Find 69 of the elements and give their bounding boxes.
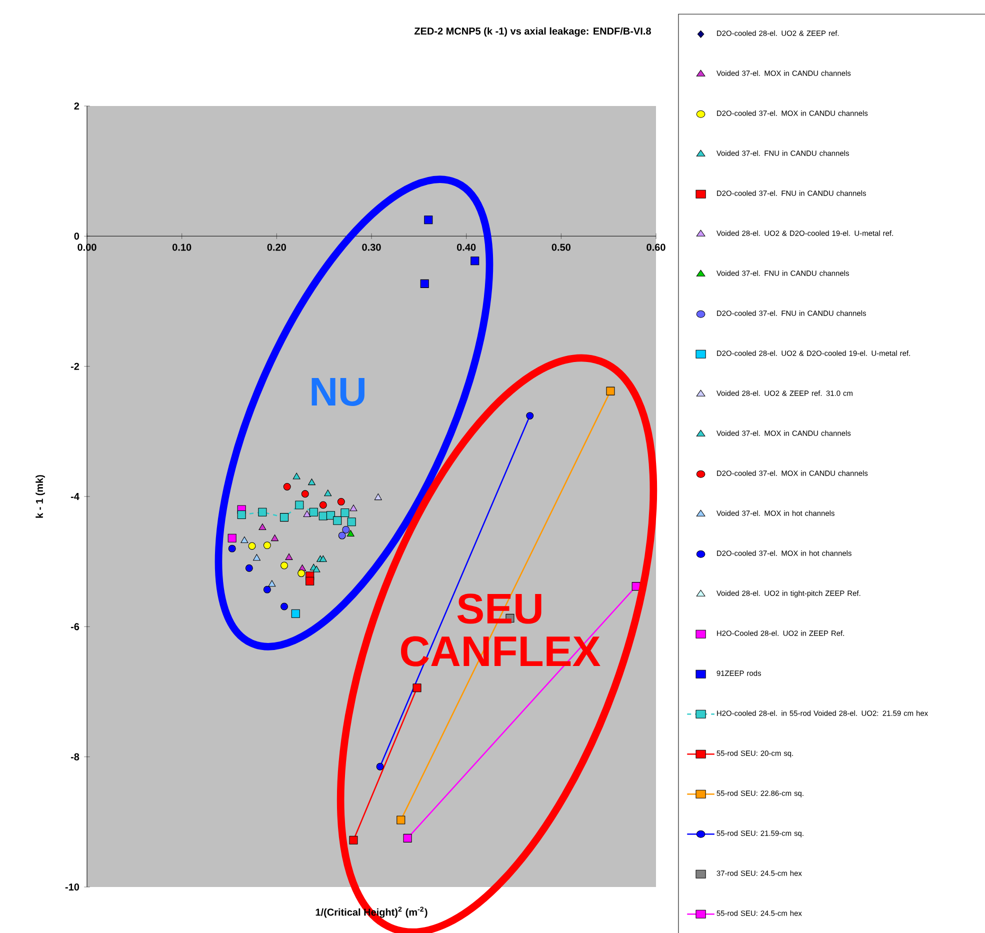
point	[396, 816, 406, 824]
point	[420, 279, 429, 288]
point	[333, 516, 342, 525]
point	[298, 570, 306, 578]
x-tick-label: 0.50	[552, 244, 570, 251]
annotation: NU	[312, 378, 364, 406]
y-tick-label: 0	[74, 232, 80, 240]
point	[240, 536, 248, 544]
y-tick-label: -8	[70, 753, 80, 760]
point	[308, 478, 316, 486]
x-tick-label: 0.10	[172, 244, 192, 251]
x-tick-label: 0.40	[457, 244, 476, 251]
point	[347, 518, 356, 526]
point	[412, 684, 422, 692]
point	[403, 834, 412, 842]
point	[245, 564, 253, 572]
point	[337, 498, 345, 506]
point	[271, 534, 279, 542]
point	[326, 511, 335, 520]
point	[295, 500, 304, 510]
point	[424, 216, 433, 224]
point	[376, 762, 384, 770]
x-tick-label: 0.20	[267, 244, 286, 251]
y-tick-label: 2	[74, 102, 80, 110]
point	[258, 523, 266, 530]
point	[324, 490, 332, 496]
point	[319, 555, 327, 562]
point	[350, 504, 358, 512]
y-axis-title: k - 1 (mk)	[36, 475, 45, 518]
point	[280, 602, 288, 610]
point	[263, 586, 271, 594]
point	[349, 836, 358, 844]
point	[340, 508, 350, 518]
point	[309, 508, 318, 516]
point	[338, 532, 346, 540]
point	[253, 554, 260, 561]
point	[306, 576, 314, 586]
point	[292, 472, 300, 480]
y-tick-label: -2	[70, 362, 80, 370]
point	[470, 256, 480, 266]
y-tick-label: -10	[65, 883, 80, 891]
x-tick-label: 0.00	[78, 244, 96, 251]
point	[606, 386, 615, 396]
point	[303, 510, 311, 517]
point	[283, 483, 291, 490]
x-tick-label: 0.60	[646, 244, 666, 251]
y-tick-label: -4	[70, 493, 80, 500]
point	[228, 544, 236, 552]
point	[280, 562, 288, 570]
point	[301, 490, 309, 498]
point	[342, 526, 350, 534]
x-tick-label: 0.30	[362, 244, 381, 251]
point	[263, 542, 271, 550]
y-tick-label: -6	[70, 623, 80, 630]
point	[526, 412, 534, 420]
point	[248, 542, 256, 550]
point	[319, 501, 327, 509]
point	[268, 580, 276, 587]
point	[237, 510, 246, 519]
point	[374, 494, 382, 500]
point	[346, 530, 354, 537]
point	[258, 508, 267, 516]
point	[312, 566, 320, 572]
point	[228, 534, 236, 542]
point	[291, 609, 300, 618]
chart-title: ZED-2 MCNP5 (k -1) vs axial leakage: ENDF/B-VI.8	[414, 27, 651, 37]
point	[318, 512, 328, 520]
point	[280, 513, 289, 522]
point	[285, 553, 293, 560]
